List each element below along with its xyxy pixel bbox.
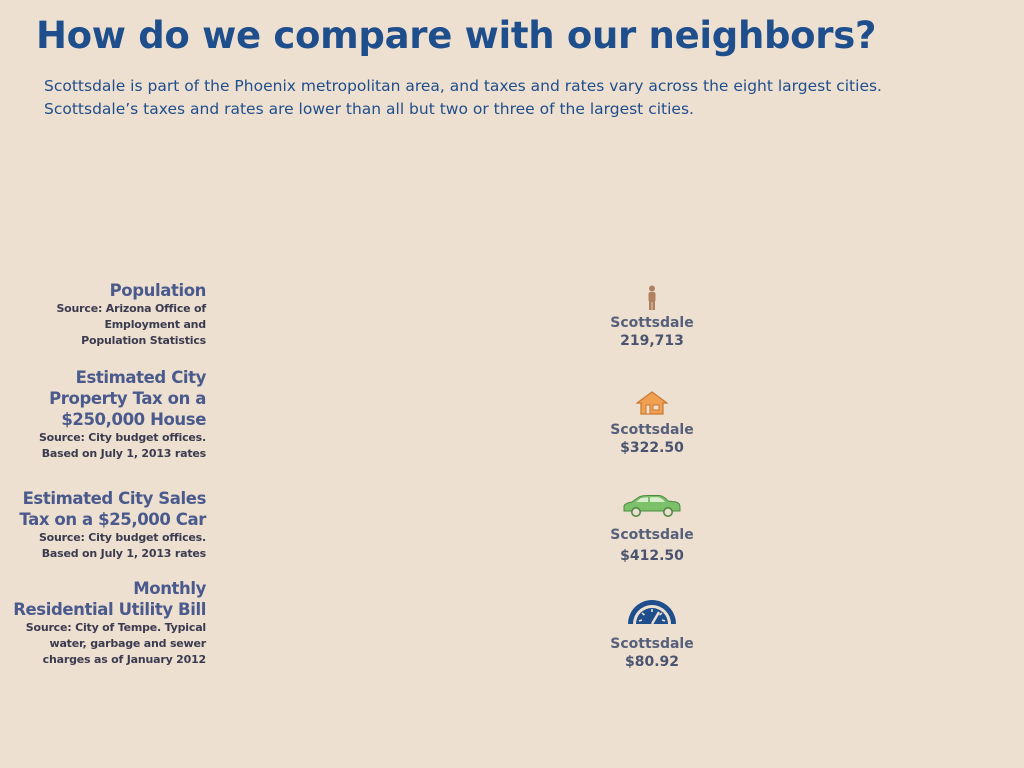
property-tax-heading: Property Tax on a	[49, 389, 206, 408]
property-tax-metric: Scottsdale $322.50	[592, 391, 712, 457]
sales-tax-metric: Scottsdale $412.50	[592, 495, 712, 565]
house-icon	[636, 391, 668, 415]
subtitle-line: Scottsdale is part of the Phoenix metrop…	[44, 77, 882, 95]
sales-tax-heading: Estimated City Sales	[22, 489, 207, 508]
city-name: Scottsdale	[610, 636, 694, 652]
utility-bill-heading: Monthly	[133, 579, 206, 598]
population-metric: Scottsdale 219,713	[592, 285, 712, 350]
property-tax-label: Estimated City Property Tax on a $250,00…	[39, 367, 206, 462]
property-tax-source: Based on July 1, 2013 rates	[41, 447, 206, 460]
population-heading: Population	[109, 281, 207, 300]
property-tax-value: $322.50	[620, 440, 684, 456]
sales-tax-value: $412.50	[620, 548, 684, 564]
subtitle-line: Scottsdale’s taxes and rates are lower t…	[44, 100, 694, 118]
sales-tax-source: Source: City budget offices.	[38, 531, 206, 544]
sales-tax-heading: Tax on a $25,000 Car	[19, 510, 206, 529]
utility-bill-heading: Residential Utility Bill	[13, 600, 206, 619]
population-source: Population Statistics	[81, 334, 206, 347]
population-source: Source: Arizona Office of	[56, 302, 206, 315]
sales-tax-label: Estimated City Sales Tax on a $25,000 Ca…	[19, 488, 206, 562]
population-label: Population Source: Arizona Office of Emp…	[56, 280, 206, 349]
property-tax-heading: $250,000 House	[61, 410, 206, 429]
population-value: 219,713	[620, 333, 684, 349]
property-tax-source: Source: City budget offices.	[38, 431, 206, 444]
utility-bill-metric: Scottsdale $80.92	[592, 596, 712, 671]
utility-bill-value: $80.92	[624, 654, 680, 670]
property-tax-heading: Estimated City	[75, 368, 207, 387]
car-icon	[623, 495, 681, 517]
city-name: Scottsdale	[610, 422, 694, 438]
person-icon	[648, 285, 656, 310]
utility-bill-source: water, garbage and sewer	[49, 637, 206, 650]
gauge-icon	[628, 600, 676, 625]
city-name: Scottsdale	[610, 315, 694, 331]
utility-bill-label: Monthly Residential Utility Bill Source:…	[13, 578, 206, 668]
city-name: Scottsdale	[610, 527, 694, 543]
sales-tax-source: Based on July 1, 2013 rates	[41, 547, 206, 560]
slide-title: How do we compare with our neighbors?	[36, 14, 877, 57]
slide-subtitle: Scottsdale is part of the Phoenix metrop…	[44, 75, 994, 121]
utility-bill-source: Source: City of Tempe. Typical	[25, 621, 206, 634]
utility-bill-source: charges as of January 2012	[42, 653, 207, 666]
population-source: Employment and	[104, 318, 206, 331]
